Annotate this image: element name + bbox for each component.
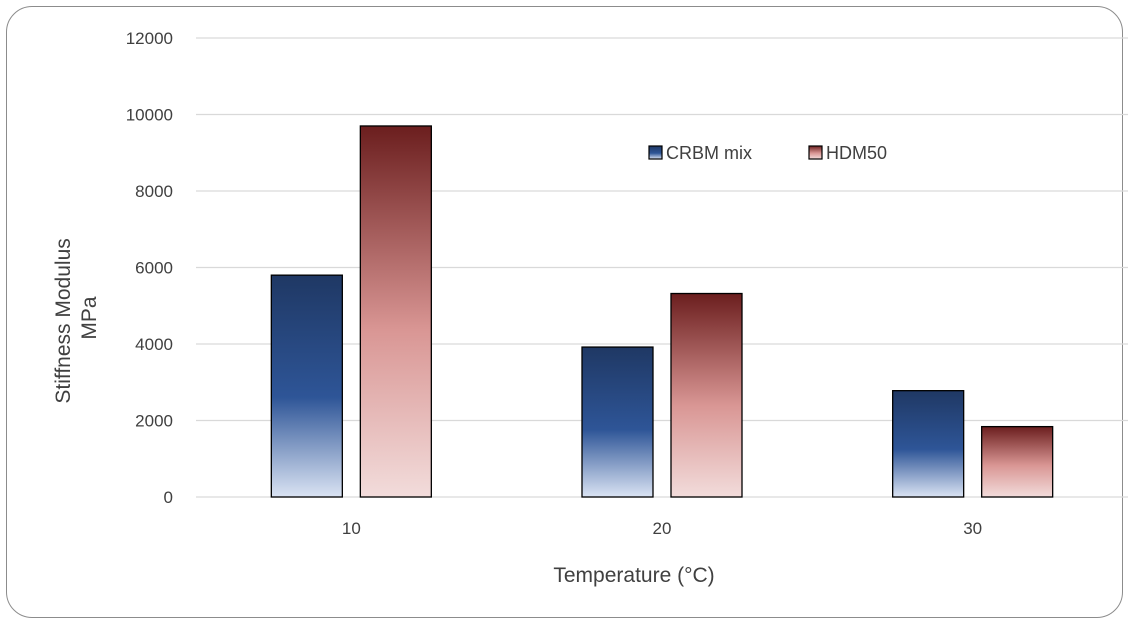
y-axis-title-line-1: Stiffness Modulus [52, 238, 75, 403]
y-tick-label: 2000 [135, 412, 173, 431]
bar-crbm-mix-20 [581, 346, 654, 498]
legend-swatch [648, 145, 663, 160]
x-tick-labels: 10 20 30 [342, 519, 982, 538]
x-tick-label: 30 [963, 519, 982, 538]
chart-frame [6, 6, 1123, 618]
x-axis-title: Temperature (°C) [553, 564, 714, 587]
bar-layer [270, 125, 1054, 498]
bar-crbm-mix-10 [270, 274, 343, 498]
legend-label: HDM50 [826, 143, 887, 163]
y-tick-label: 4000 [135, 335, 173, 354]
y-tick-label: 0 [164, 488, 173, 507]
y-axis-title: Stiffness Modulus MPa [52, 232, 101, 403]
bar-hdm50-30 [981, 425, 1054, 498]
legend-swatch [808, 145, 823, 160]
bar-crbm-mix-30 [892, 390, 965, 498]
y-tick-label: 10000 [126, 106, 173, 125]
legend: CRBM mix HDM50 [648, 143, 887, 163]
grid-layer [196, 37, 1128, 498]
y-tick-labels: 0 2000 4000 6000 8000 10000 12000 [126, 29, 173, 507]
bar-hdm50-10 [359, 125, 432, 498]
x-tick-label: 20 [653, 519, 672, 538]
x-tick-label: 10 [342, 519, 361, 538]
y-tick-label: 6000 [135, 259, 173, 278]
bar-hdm50-20 [670, 292, 743, 498]
y-tick-label: 12000 [126, 29, 173, 48]
y-tick-label: 8000 [135, 182, 173, 201]
legend-label: CRBM mix [666, 143, 752, 163]
y-axis-title-line-2: MPa [78, 296, 101, 340]
